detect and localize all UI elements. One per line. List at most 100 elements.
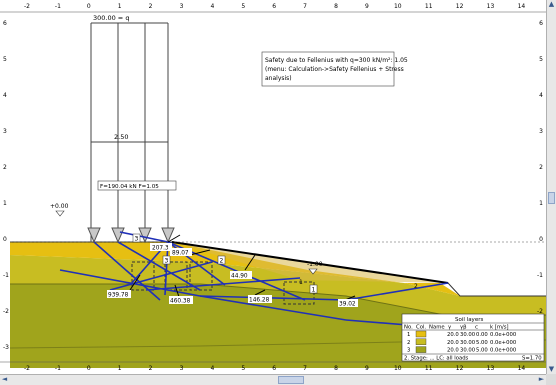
ruler-y-label: 4	[539, 92, 543, 99]
ruler-x-label: 3	[180, 365, 184, 372]
info-line-3: analysis)	[265, 75, 292, 82]
value-6: 146.28	[249, 298, 270, 304]
ruler-x-label: 3	[180, 3, 184, 10]
ruler-x-label: 10	[394, 3, 402, 10]
scroll-right-icon[interactable]: ►	[538, 375, 545, 383]
soil-row-no: 2	[407, 340, 410, 346]
ruler-y-label: 0	[539, 236, 543, 243]
info-box: Safety due to Fellenius with q=300 kN/m²…	[261, 51, 408, 87]
scroll-down-icon[interactable]: ▼	[548, 365, 555, 373]
soil-layer-1-toe	[404, 283, 460, 296]
ruler-y-label: 1	[3, 200, 7, 207]
ruler-x-label: 2	[149, 365, 153, 372]
ruler-x-label: 1	[118, 3, 122, 10]
ruler-x-label: 8	[334, 3, 338, 10]
soil-table-header-cell: Col.	[416, 325, 426, 331]
ruler-y-label: -2	[537, 308, 543, 315]
ruler-y-label: 5	[3, 56, 7, 63]
ruler-x-label: 4	[210, 3, 214, 10]
soil-row-k: 0.0e+000	[490, 332, 517, 338]
scrollbar-corner	[546, 374, 556, 385]
soil-table-header-cell: No.	[404, 325, 413, 331]
ruler-x-label: 7	[303, 365, 307, 372]
vertical-scrollbar[interactable]: ▲ ▼	[546, 0, 556, 374]
force-box: F=190.04 kN F=1.05	[97, 180, 177, 191]
soil-table-header-cell: Name	[429, 325, 445, 331]
marker-plus: +0.00	[50, 203, 69, 210]
soil-row-gamma: 20.0	[447, 332, 459, 338]
ruler-y-label: 6	[539, 20, 543, 27]
soil-color-swatch	[415, 330, 427, 338]
ruler-x-label: 11	[425, 365, 433, 372]
ruler-y-label: -2	[3, 308, 9, 315]
ruler-y-label: 3	[539, 128, 543, 135]
force-label: F=190.04 kN F=1.05	[100, 184, 159, 190]
segment-labels: 3 3 2 1 2 1	[132, 233, 418, 294]
soil-table-title: Soil layers	[455, 317, 483, 323]
scroll-left-icon[interactable]: ◄	[1, 375, 8, 383]
ruler-x-label: -2	[24, 365, 30, 372]
ruler-x-label: 14	[518, 3, 526, 10]
soil-row-c: 5.00	[476, 348, 488, 354]
ruler-x-label: 7	[303, 3, 307, 10]
soil-table-header-cell: γ	[448, 325, 451, 331]
svg-text:2: 2	[414, 283, 418, 290]
ruler-y-label: 1	[539, 200, 543, 207]
load-width-label: 2.50	[114, 133, 128, 141]
ruler-x-bottom: -2 -1 0 1 2 3 4 5 6 7 8 9 10 11 12 13 14	[24, 365, 525, 372]
soil-table-header: No. Col. Name γ γβ c k [m/s]	[404, 325, 509, 331]
ruler-x-label: 6	[272, 3, 276, 10]
info-line-2: (menu: Calculation->Safety Fellenius + S…	[265, 66, 404, 73]
value-3: 44.90	[231, 274, 248, 280]
soil-table-safety: S=1.70	[522, 356, 542, 362]
soil-color-swatch	[415, 346, 427, 353]
soil-row-gamma: 20.0	[447, 348, 459, 354]
soil-layer-2	[10, 255, 546, 318]
value-7: 39.02	[339, 302, 356, 308]
soil-row-k: 0.0e+000	[490, 348, 517, 354]
marker-plus-icon	[55, 210, 65, 217]
slope-face	[171, 241, 449, 284]
ruler-x-label: 11	[425, 3, 433, 10]
scroll-up-icon[interactable]: ▲	[548, 0, 555, 8]
value-5: 460.38	[170, 299, 191, 305]
ruler-y-label: 5	[539, 56, 543, 63]
soil-table-stage: 2. Stage: ... LC: all loads	[404, 356, 469, 362]
soil-row-no: 1	[407, 332, 410, 338]
ruler-x-label: 14	[518, 365, 526, 372]
ruler-x-label: 0	[87, 365, 91, 372]
ruler-y-label: 2	[539, 164, 543, 171]
force-values: 207.3 89.07 44.90 939.78 460.38 146.28 3…	[107, 243, 358, 308]
load-arrows	[87, 227, 175, 244]
soil-row-c: 0.00	[476, 332, 488, 338]
ruler-y-label: 0	[3, 236, 7, 243]
svg-text:1: 1	[312, 287, 316, 294]
ruler-y-label: -1	[3, 272, 9, 279]
ruler-y-label: -1	[537, 272, 543, 279]
ruler-x-label: 1	[118, 365, 122, 372]
ruler-x-label: 10	[394, 365, 402, 372]
soil-row-c: 5.00	[476, 340, 488, 346]
value-1: 207.3	[152, 246, 169, 252]
soil-layer-table: Soil layers No. Col. Name γ γβ c k [m/s] 1 20.0…	[401, 313, 545, 362]
ruler-x-label: 9	[365, 365, 369, 372]
svg-text:3: 3	[135, 236, 139, 243]
value-4: 939.78	[108, 293, 129, 299]
ruler-y-label: 4	[3, 92, 7, 99]
load-label: 300.00 = q	[93, 14, 129, 22]
horizontal-scrollbar[interactable]: ◄ ►	[0, 374, 546, 385]
ruler-x-label: -1	[55, 3, 61, 10]
ruler-x-label: 6	[272, 365, 276, 372]
ruler-x-label: 0	[87, 3, 91, 10]
vertical-scroll-thumb[interactable]	[548, 192, 555, 204]
soil-color-swatch	[415, 338, 427, 345]
horizontal-scroll-thumb[interactable]	[278, 376, 304, 384]
value-2: 89.07	[172, 251, 189, 257]
soil-row-gamma-b: 30.00	[460, 348, 476, 354]
ruler-x-label: 13	[487, 3, 495, 10]
